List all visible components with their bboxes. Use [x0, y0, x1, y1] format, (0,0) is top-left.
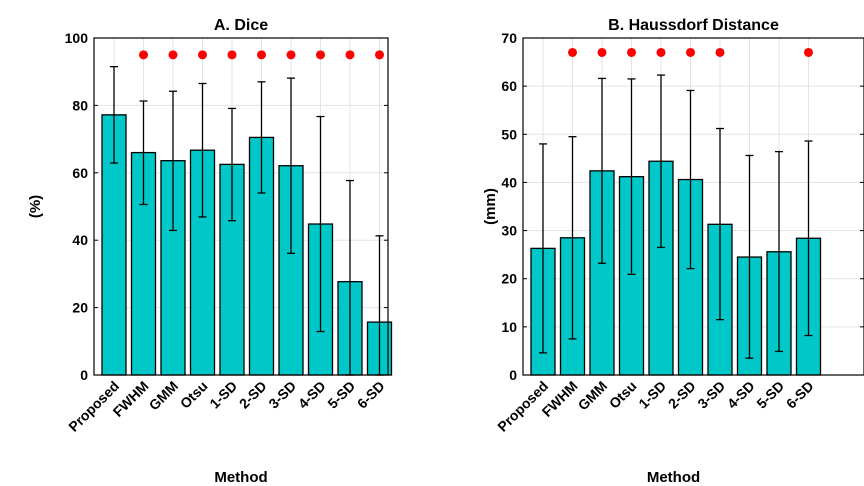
x-tick-label: 1-SD: [206, 378, 240, 412]
significance-marker-3-SD: [715, 47, 725, 57]
y-tick-label: 0: [509, 367, 517, 383]
x-tick-label: 4-SD: [295, 378, 329, 412]
significance-marker-Otsu: [627, 47, 636, 57]
y-tick-label: 40: [72, 232, 88, 248]
chart-panel-dice: ProposedFWHMGMMOtsu1-SD2-SD3-SD4-SD5-SD6…: [27, 17, 393, 486]
y-tick-label: 100: [65, 30, 89, 46]
x-tick-label: GMM: [575, 378, 611, 414]
significance-marker-1-SD: [227, 50, 237, 60]
x-tick-label: GMM: [146, 378, 182, 414]
y-tick-label: 80: [72, 97, 88, 113]
y-tick-label: 10: [501, 319, 517, 335]
x-tick-label: 5-SD: [753, 378, 787, 412]
chart-title: B. Haussdorf Distance: [608, 17, 779, 34]
axes-box: [93, 37, 389, 376]
significance-marker-GMM: [168, 50, 178, 60]
x-tick-label: 3-SD: [694, 378, 728, 412]
x-tick-label: 5-SD: [324, 378, 358, 412]
significance-marker-2-SD: [686, 47, 695, 57]
significance-marker-6-SD: [804, 47, 813, 57]
y-tick-label: 0: [80, 367, 88, 383]
significance-marker-1-SD: [656, 47, 666, 57]
significance-marker-5-SD: [345, 50, 355, 60]
chart-panel-hausdorff: ProposedFWHMGMMOtsu1-SD2-SD3-SD4-SD5-SD6…: [482, 17, 864, 486]
y-tick-label: 70: [501, 30, 517, 46]
x-tick-label: Otsu: [177, 378, 211, 412]
x-tick-label: Otsu: [606, 378, 640, 412]
x-axis-label: Method: [647, 469, 700, 486]
y-tick-label: 20: [72, 300, 88, 316]
x-tick-label: 3-SD: [265, 378, 299, 412]
x-tick-label: 4-SD: [724, 378, 758, 412]
chart-title: A. Dice: [214, 17, 268, 34]
significance-marker-FWHM: [139, 50, 148, 60]
x-tick-label: 2-SD: [236, 378, 270, 412]
significance-marker-2-SD: [257, 50, 266, 60]
axes-box: [522, 37, 864, 376]
x-axis-label: Method: [214, 469, 267, 486]
y-tick-label: 60: [72, 165, 88, 181]
y-tick-label: 60: [501, 78, 517, 94]
y-tick-label: 20: [501, 271, 517, 287]
significance-marker-GMM: [597, 47, 607, 57]
significance-marker-6-SD: [375, 50, 384, 60]
y-tick-label: 40: [501, 174, 517, 190]
y-axis-label: (%): [27, 195, 44, 218]
y-tick-label: 50: [501, 126, 517, 142]
significance-marker-Otsu: [198, 50, 207, 60]
significance-marker-4-SD: [316, 50, 325, 60]
x-tick-label: 2-SD: [665, 378, 699, 412]
x-tick-label: 1-SD: [635, 378, 669, 412]
x-tick-label: 6-SD: [354, 378, 388, 412]
y-axis-label: (mm): [482, 188, 499, 225]
y-tick-label: 30: [501, 223, 517, 239]
significance-marker-FWHM: [568, 47, 577, 57]
significance-marker-3-SD: [286, 50, 296, 60]
x-tick-label: 6-SD: [783, 378, 817, 412]
